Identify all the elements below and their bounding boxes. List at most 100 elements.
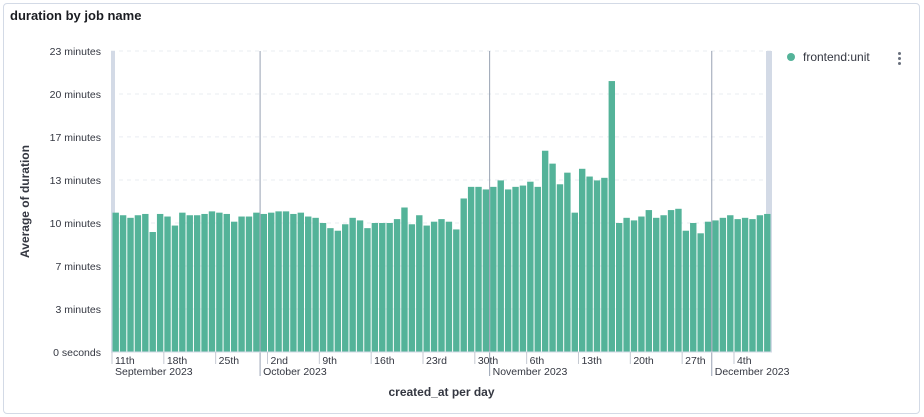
bar[interactable]: [667, 210, 675, 352]
bar[interactable]: [216, 212, 223, 352]
bar[interactable]: [719, 217, 727, 352]
bar[interactable]: [467, 186, 475, 352]
bar[interactable]: [275, 211, 282, 352]
bar[interactable]: [238, 216, 245, 352]
bar[interactable]: [142, 213, 149, 352]
bar[interactable]: [305, 216, 312, 352]
bar[interactable]: [475, 186, 482, 352]
bar[interactable]: [253, 212, 260, 352]
bar[interactable]: [586, 176, 593, 352]
bar[interactable]: [712, 220, 719, 352]
bar[interactable]: [327, 228, 334, 352]
bar[interactable]: [549, 163, 556, 352]
bar[interactable]: [386, 222, 393, 352]
bar[interactable]: [156, 213, 164, 352]
bar[interactable]: [430, 221, 438, 352]
bar[interactable]: [312, 217, 319, 352]
bar[interactable]: [453, 229, 460, 352]
bar[interactable]: [230, 221, 238, 352]
bar[interactable]: [616, 222, 623, 352]
bar[interactable]: [653, 217, 660, 352]
bar[interactable]: [127, 217, 134, 352]
bar[interactable]: [401, 207, 408, 352]
bar[interactable]: [416, 215, 423, 352]
bar[interactable]: [371, 222, 379, 352]
bar[interactable]: [697, 233, 704, 352]
x-tick-label: 25th: [219, 355, 240, 367]
bar[interactable]: [134, 215, 142, 352]
y-tick-label: 3 minutes: [55, 304, 101, 316]
bar[interactable]: [186, 215, 193, 352]
bar[interactable]: [423, 225, 430, 352]
bar[interactable]: [556, 184, 564, 352]
x-month-label: December 2023: [715, 366, 790, 378]
bar[interactable]: [245, 216, 253, 352]
bar[interactable]: [682, 230, 690, 352]
bar[interactable]: [393, 219, 401, 352]
bar[interactable]: [149, 232, 156, 352]
bar[interactable]: [164, 216, 171, 352]
bar[interactable]: [445, 221, 453, 352]
bar[interactable]: [267, 212, 275, 352]
x-tick-label: 2nd: [270, 355, 288, 367]
bar[interactable]: [282, 211, 290, 352]
bar[interactable]: [660, 215, 667, 352]
bar[interactable]: [297, 212, 305, 352]
bar[interactable]: [504, 189, 512, 352]
bar[interactable]: [179, 212, 186, 352]
legend-color-dot-icon: [787, 53, 795, 61]
bar[interactable]: [112, 212, 119, 352]
bar[interactable]: [741, 217, 749, 352]
bar[interactable]: [541, 150, 549, 352]
bar[interactable]: [260, 213, 267, 352]
bar[interactable]: [408, 224, 416, 352]
bar[interactable]: [630, 220, 638, 352]
bar[interactable]: [764, 213, 771, 352]
bar[interactable]: [534, 186, 541, 352]
x-tick-label: 16th: [374, 355, 395, 367]
bar[interactable]: [319, 222, 327, 352]
x-tick-label: 11th: [115, 355, 135, 367]
bar[interactable]: [379, 222, 386, 352]
x-tick-label: 6th: [530, 355, 545, 367]
bar[interactable]: [756, 215, 764, 352]
bar[interactable]: [171, 225, 179, 352]
bar[interactable]: [208, 211, 216, 352]
bar[interactable]: [482, 189, 490, 352]
bar[interactable]: [460, 198, 467, 352]
bar[interactable]: [638, 216, 645, 352]
bar[interactable]: [623, 217, 630, 352]
bar[interactable]: [342, 224, 349, 352]
bar[interactable]: [512, 186, 519, 352]
bar[interactable]: [571, 212, 578, 352]
bar[interactable]: [578, 168, 586, 352]
bar[interactable]: [727, 215, 734, 352]
bar[interactable]: [704, 221, 712, 352]
bar[interactable]: [290, 213, 297, 352]
bar[interactable]: [356, 220, 364, 352]
bar[interactable]: [527, 181, 534, 352]
x-tick-label: 20th: [633, 355, 654, 367]
bar[interactable]: [675, 208, 682, 352]
bar[interactable]: [438, 219, 445, 352]
bar[interactable]: [690, 222, 697, 352]
bar[interactable]: [593, 180, 601, 352]
bar[interactable]: [223, 213, 230, 352]
bar[interactable]: [645, 210, 653, 352]
bar[interactable]: [497, 180, 504, 352]
bar[interactable]: [601, 177, 608, 352]
bar[interactable]: [334, 230, 342, 352]
bar[interactable]: [349, 217, 356, 352]
bar[interactable]: [749, 219, 756, 352]
bar[interactable]: [490, 186, 497, 352]
bar[interactable]: [193, 215, 201, 352]
legend-options-icon[interactable]: [897, 52, 903, 66]
bar[interactable]: [519, 185, 527, 352]
bar[interactable]: [608, 81, 616, 353]
bar[interactable]: [364, 228, 371, 352]
bar[interactable]: [734, 219, 741, 352]
bar[interactable]: [564, 172, 571, 352]
bar[interactable]: [119, 215, 127, 352]
bar[interactable]: [201, 213, 208, 352]
legend-item[interactable]: frontend:unit: [787, 50, 870, 64]
